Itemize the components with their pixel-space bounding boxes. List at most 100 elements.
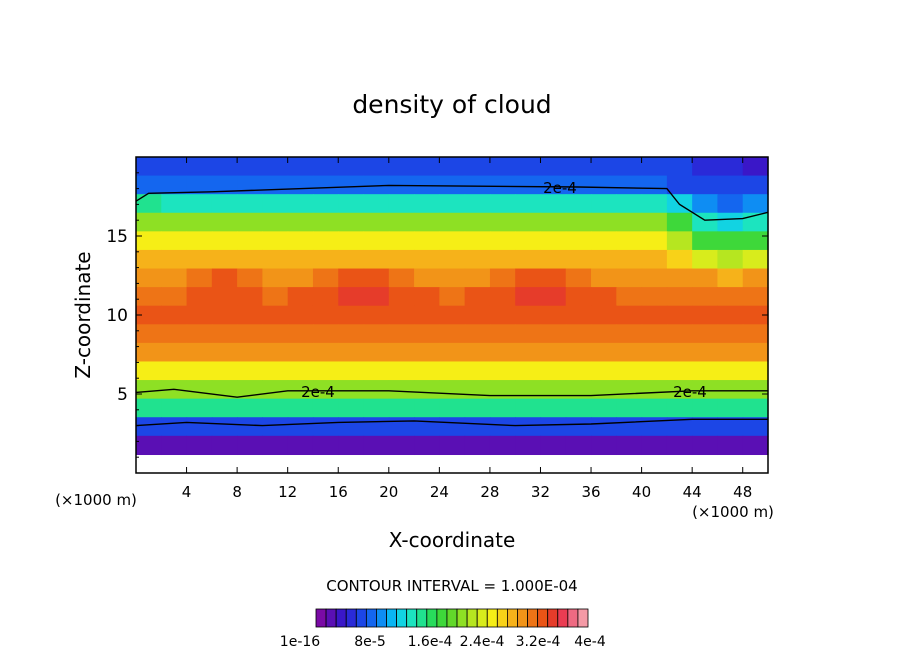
heatmap-cell <box>464 194 491 214</box>
heatmap-cell <box>414 212 440 232</box>
heatmap-cell <box>136 435 162 456</box>
heatmap-cell <box>161 268 188 288</box>
heatmap-cell <box>136 398 162 418</box>
heatmap-cell <box>742 268 769 288</box>
colorbar-swatch <box>335 608 347 628</box>
heatmap-cell <box>515 287 542 307</box>
heatmap-cell <box>717 435 744 456</box>
heatmap-cell <box>262 305 289 325</box>
x-tick-label: 12 <box>278 483 297 501</box>
heatmap-cell <box>666 212 693 232</box>
heatmap-cell <box>515 324 542 344</box>
colorbar-swatch <box>416 608 428 628</box>
heatmap-cell <box>616 157 643 177</box>
colorbar-swatch <box>476 608 488 628</box>
heatmap-cell <box>641 175 668 195</box>
heatmap-cell <box>439 361 466 381</box>
heatmap-cell <box>388 231 415 251</box>
heatmap-cell <box>237 324 263 344</box>
heatmap-cell <box>717 194 744 214</box>
heatmap-cell <box>287 194 314 214</box>
heatmap-cell <box>591 342 617 363</box>
heatmap-cell <box>591 287 617 307</box>
heatmap-cell <box>565 324 592 344</box>
heatmap-cell <box>717 157 744 177</box>
x-tick-label: 8 <box>232 483 242 501</box>
heatmap-cell <box>616 231 643 251</box>
heatmap-cell <box>565 305 592 325</box>
heatmap-cell <box>363 287 390 307</box>
heatmap-cell <box>161 417 188 437</box>
x-axis-ticks: 4 8 12 16 20 24 28 32 36 40 44 48 <box>182 157 752 501</box>
x-axis-label: X-coordinate <box>389 528 516 552</box>
heatmap-cell <box>641 194 668 214</box>
heatmap-cell <box>591 324 617 344</box>
heatmap-cell <box>237 305 263 325</box>
heatmap-cell <box>211 157 238 177</box>
heatmap-cell <box>414 268 440 288</box>
heatmap-cell <box>641 157 668 177</box>
heatmap-cell <box>591 417 617 437</box>
heatmap-cell <box>312 268 339 288</box>
heatmap-cell <box>211 305 238 325</box>
heatmap-cell <box>515 231 542 251</box>
heatmap-cell <box>287 342 314 363</box>
heatmap-cell <box>641 305 668 325</box>
heatmap-cell <box>287 157 314 177</box>
heatmap-cell <box>464 231 491 251</box>
colorbar-swatch <box>517 608 528 628</box>
heatmap-cell <box>565 380 592 400</box>
heatmap-cell <box>262 287 289 307</box>
heatmap-cell <box>742 435 769 456</box>
heatmap-cell <box>515 268 542 288</box>
heatmap-cell <box>515 249 542 270</box>
heatmap-cell <box>591 380 617 400</box>
heatmap-cell <box>591 361 617 381</box>
heatmap-cell <box>591 194 617 214</box>
heatmap-cell <box>186 435 213 456</box>
heatmap-cell <box>616 435 643 456</box>
heatmap-cell <box>439 324 466 344</box>
heatmap-cell <box>388 305 415 325</box>
heatmap-cell <box>666 380 693 400</box>
heatmap-cell <box>616 287 643 307</box>
heatmap-cell <box>211 324 238 344</box>
heatmap-cell <box>616 380 643 400</box>
x-tick-label: 16 <box>329 483 348 501</box>
heatmap-cell <box>515 417 542 437</box>
heatmap-cell <box>692 417 719 437</box>
heatmap-cell <box>489 342 516 363</box>
heatmap-cell <box>338 361 365 381</box>
heatmap-cell <box>666 324 693 344</box>
heatmap-cell <box>489 398 516 418</box>
heatmap-cell <box>262 157 289 177</box>
heatmap-cell <box>439 268 466 288</box>
heatmap-cell <box>540 398 567 418</box>
heatmap-cell <box>464 398 491 418</box>
heatmap-cell <box>237 342 263 363</box>
heatmap-cell <box>388 342 415 363</box>
heatmap-cell <box>464 305 491 325</box>
heatmap-cell <box>439 194 466 214</box>
heatmap-cell <box>136 157 162 177</box>
heatmap-cell <box>742 175 769 195</box>
heatmap-cell <box>338 417 365 437</box>
x-unit-left: (×1000 m) <box>55 491 137 509</box>
heatmap-cell <box>211 175 238 195</box>
heatmap-cell <box>464 287 491 307</box>
heatmap-cell <box>666 268 693 288</box>
heatmap-cell <box>211 231 238 251</box>
heatmap-cell <box>666 175 693 195</box>
colorbar-label: 1.6e-4 <box>408 634 453 650</box>
heatmap-cell <box>237 157 263 177</box>
x-tick-label: 24 <box>430 483 449 501</box>
heatmap-cell <box>338 305 365 325</box>
y-tick-label: 10 <box>106 306 128 326</box>
colorbar-swatch <box>426 608 438 628</box>
heatmap-cell <box>136 175 162 195</box>
heatmap-cell <box>692 157 719 177</box>
heatmap-cell <box>641 361 668 381</box>
heatmap-cell <box>717 342 744 363</box>
colorbar-swatch <box>466 608 478 628</box>
heatmap-cell <box>312 380 339 400</box>
